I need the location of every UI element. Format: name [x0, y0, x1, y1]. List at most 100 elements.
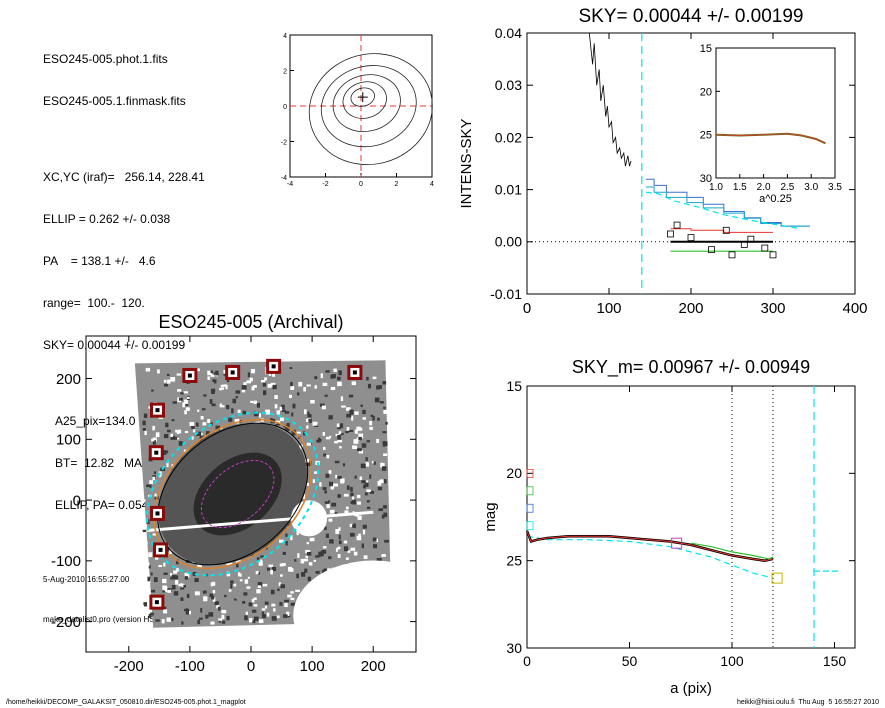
noise-pixel: [162, 450, 167, 455]
noise-pixel: [329, 509, 335, 514]
noise-pixel: [296, 431, 301, 434]
noise-pixel: [336, 426, 342, 430]
noise-pixel: [282, 551, 286, 555]
magenta-square-marker: [671, 537, 683, 549]
noise-pixel: [191, 425, 195, 430]
noise-pixel: [237, 572, 241, 577]
inset-axes: 1.0 1.5 2.0 2.5 3.0 3.5 15 20 25 30: [700, 43, 843, 193]
noise-pixel: [150, 572, 153, 576]
noise-pixel: [171, 575, 177, 579]
noise-pixel: [192, 429, 196, 433]
y-tick-label: -0.01: [490, 286, 522, 302]
noise-pixel: [149, 480, 154, 485]
noise-pixel: [320, 403, 325, 407]
noise-pixel: [152, 437, 157, 442]
noise-pixel: [346, 413, 352, 418]
noise-pixel: [220, 387, 225, 390]
noise-pixel: [262, 583, 268, 587]
noise-pixel: [195, 368, 200, 372]
noise-pixel: [348, 394, 354, 398]
noise-pixel: [270, 569, 274, 575]
noise-pixel: [309, 537, 315, 542]
noise-pixel: [274, 404, 278, 409]
noise-pixel: [207, 376, 210, 380]
noise-pixel: [335, 529, 340, 534]
footer-user: heikki@hiisi.oulu.fi Thu Aug 5 16:55:27 …: [736, 699, 879, 706]
noise-pixel: [280, 574, 283, 577]
noise-pixel: [328, 481, 334, 487]
noise-pixel: [221, 609, 227, 614]
red-profile: [526, 530, 774, 562]
noise-pixel: [183, 399, 188, 404]
mask-square-center: [352, 370, 357, 375]
noise-pixel: [226, 571, 231, 577]
noise-pixel: [218, 618, 223, 623]
x-tick-label: 150: [823, 653, 847, 669]
noise-pixel: [266, 612, 270, 617]
noise-pixel: [303, 558, 309, 562]
noise-pixel: [324, 394, 328, 397]
noise-pixel: [167, 379, 171, 384]
noise-pixel: [354, 411, 359, 415]
noise-pixel: [358, 450, 363, 454]
noise-pixel: [256, 557, 260, 561]
masked-region: [293, 560, 416, 652]
noise-pixel: [273, 608, 276, 612]
noise-pixel: [284, 411, 290, 414]
noise-pixel: [327, 500, 331, 503]
noise-pixel: [380, 462, 383, 468]
noise-pixel: [205, 614, 209, 619]
noise-pixel: [307, 411, 310, 415]
noise-pixel: [246, 586, 251, 589]
noise-pixel: [314, 376, 318, 380]
noise-pixel: [325, 370, 330, 373]
info-line: range= 100.- 120.: [43, 296, 145, 310]
noise-pixel: [277, 588, 280, 592]
noise-pixel: [146, 562, 150, 567]
noise-pixel: [353, 551, 358, 556]
info-line: XC,YC (iraf)= 256.14, 228.41: [43, 170, 205, 184]
noise-pixel: [364, 482, 369, 487]
y-tick-label: 4: [283, 33, 287, 40]
noise-pixel: [151, 389, 154, 392]
x-tick-label: 100: [300, 658, 325, 675]
noise-pixel: [209, 593, 214, 598]
noise-pixel: [249, 377, 253, 382]
noise-pixel: [337, 435, 341, 440]
y-tick-label: 15: [700, 43, 712, 55]
inset-curve-red: [715, 133, 826, 144]
noise-pixel: [317, 437, 321, 442]
noise-pixel: [301, 572, 306, 577]
noise-pixel: [173, 570, 177, 574]
noise-pixel: [285, 540, 288, 546]
contour-line: [342, 81, 387, 119]
noise-pixel: [260, 555, 265, 558]
noise-pixel: [374, 397, 380, 403]
noise-pixel: [292, 403, 296, 409]
left-marker: [526, 521, 534, 531]
noise-pixel: [384, 441, 388, 447]
noise-pixel: [316, 439, 321, 443]
noise-pixel: [358, 436, 362, 441]
noise-pixel: [143, 413, 148, 419]
noise-pixel: [305, 418, 308, 423]
noise-pixel: [210, 370, 214, 374]
noise-pixel: [154, 493, 157, 497]
noise-pixel: [319, 438, 322, 442]
noise-pixel: [267, 383, 272, 388]
noise-pixel: [383, 479, 387, 484]
x-tick-label: 200: [361, 658, 386, 675]
inset-x-label: a^0.25: [759, 193, 792, 205]
noise-pixel: [331, 502, 337, 507]
noise-pixel: [378, 508, 384, 512]
noise-pixel: [148, 613, 152, 619]
left-marker: [526, 503, 534, 513]
magenta-ellipse: [200, 459, 275, 529]
left-marker: [526, 486, 534, 496]
noise-pixel: [212, 379, 215, 383]
mask-square-center: [154, 600, 159, 605]
y-tick-label: 200: [56, 371, 81, 388]
x-tick-label: 100: [720, 653, 744, 669]
noise-pixel: [345, 506, 349, 510]
noise-pixel: [235, 396, 238, 399]
